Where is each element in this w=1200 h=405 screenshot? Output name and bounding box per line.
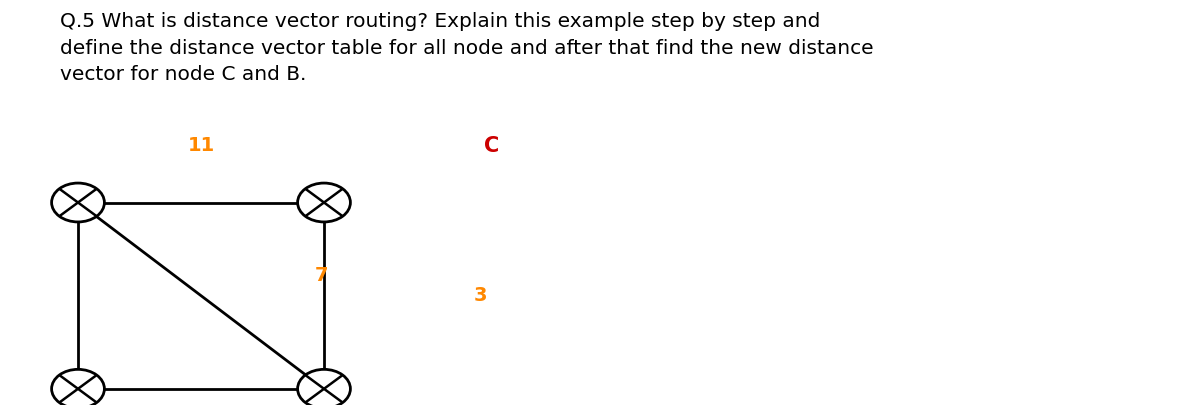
Ellipse shape <box>298 369 350 405</box>
Text: C: C <box>485 136 499 156</box>
Text: 7: 7 <box>314 266 328 285</box>
Ellipse shape <box>52 183 104 222</box>
Ellipse shape <box>52 369 104 405</box>
Text: Q.5 What is distance vector routing? Explain this example step by step and
defin: Q.5 What is distance vector routing? Exp… <box>60 12 874 84</box>
Text: 3: 3 <box>473 286 487 305</box>
Ellipse shape <box>298 183 350 222</box>
Text: 11: 11 <box>187 136 215 155</box>
